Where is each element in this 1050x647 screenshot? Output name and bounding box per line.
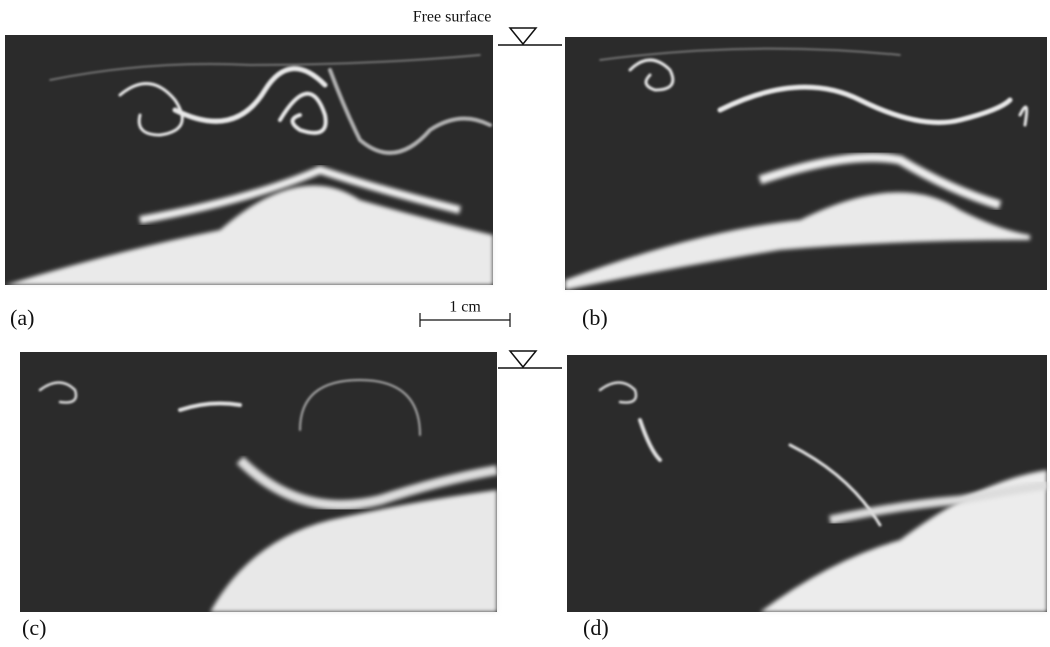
photo-panel-d	[567, 355, 1047, 612]
free-surface-marker-bottom	[498, 351, 562, 368]
scale-label: 1 cm	[449, 299, 481, 316]
photo-panel-a	[5, 35, 493, 285]
photo-panel-c	[20, 352, 497, 612]
panel-label: (c)	[22, 615, 46, 640]
free-surface-marker-top	[498, 28, 562, 45]
panel-label: (b)	[582, 305, 608, 330]
free-surface-label: Free surface	[413, 9, 492, 26]
photo-panel-b	[565, 37, 1047, 290]
figure: Free surface 1 cm (a) (b) (c) (d)	[0, 0, 1050, 642]
panel-label: (d)	[583, 615, 609, 640]
panel-label: (a)	[10, 305, 34, 330]
